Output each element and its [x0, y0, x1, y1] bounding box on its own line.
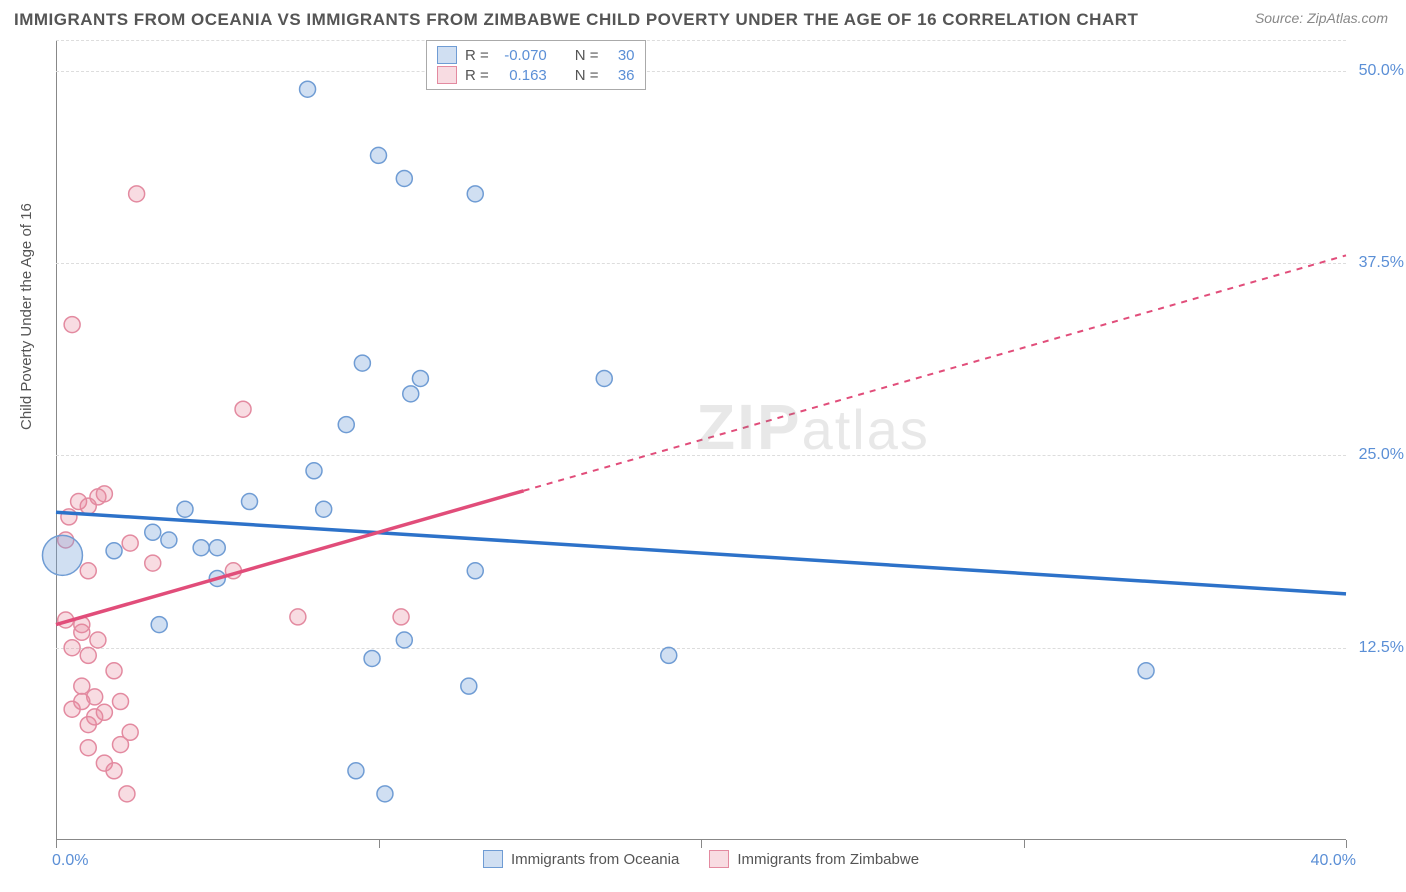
data-point: [80, 563, 96, 579]
data-point: [145, 524, 161, 540]
scatter-plot: [56, 40, 1346, 840]
legend-swatch-oceania-icon: [483, 850, 503, 868]
data-point: [1138, 663, 1154, 679]
legend-label-oceania: Immigrants from Oceania: [511, 851, 679, 868]
y-tick-label: 12.5%: [1359, 639, 1404, 657]
r-label: R =: [465, 47, 489, 64]
data-point: [467, 563, 483, 579]
data-point: [74, 678, 90, 694]
data-point: [467, 186, 483, 202]
data-point: [371, 147, 387, 163]
data-point: [377, 786, 393, 802]
data-point: [661, 647, 677, 663]
data-point: [64, 640, 80, 656]
data-point: [300, 81, 316, 97]
data-point: [96, 704, 112, 720]
data-point: [151, 617, 167, 633]
data-point: [42, 535, 82, 575]
y-tick-label: 50.0%: [1359, 62, 1404, 80]
legend-swatch-oceania: [437, 46, 457, 64]
data-point: [403, 386, 419, 402]
x-tick: [1024, 840, 1025, 848]
n-value-zimbabwe: 36: [607, 67, 635, 84]
data-point: [412, 370, 428, 386]
x-tick: [1346, 840, 1347, 848]
data-point: [106, 663, 122, 679]
chart-title: IMMIGRANTS FROM OCEANIA VS IMMIGRANTS FR…: [14, 10, 1138, 30]
data-point: [106, 763, 122, 779]
legend-stats-box: R = -0.070 N = 30 R = 0.163 N = 36: [426, 40, 646, 90]
legend-stats-row-zimbabwe: R = 0.163 N = 36: [437, 65, 635, 85]
legend-swatch-zimbabwe-icon: [709, 850, 729, 868]
data-point: [106, 543, 122, 559]
data-point: [80, 740, 96, 756]
data-point: [113, 694, 129, 710]
data-point: [145, 555, 161, 571]
source-attribution: Source: ZipAtlas.com: [1255, 10, 1388, 26]
legend-stats-row-oceania: R = -0.070 N = 30: [437, 45, 635, 65]
data-point: [80, 647, 96, 663]
data-point: [306, 463, 322, 479]
n-label: N =: [575, 47, 599, 64]
data-point: [396, 632, 412, 648]
y-tick-label: 25.0%: [1359, 446, 1404, 464]
data-point: [316, 501, 332, 517]
data-point: [119, 786, 135, 802]
data-point: [242, 494, 258, 510]
data-point: [122, 535, 138, 551]
n-label: N =: [575, 67, 599, 84]
data-point: [122, 724, 138, 740]
data-point: [177, 501, 193, 517]
data-point: [161, 532, 177, 548]
r-value-oceania: -0.070: [497, 47, 547, 64]
data-point: [193, 540, 209, 556]
x-tick: [56, 840, 57, 848]
y-axis-label: Child Poverty Under the Age of 16: [18, 203, 35, 430]
r-label: R =: [465, 67, 489, 84]
chart-plot-area: 12.5%25.0%37.5%50.0% ZIPatlas R = -0.070…: [56, 40, 1346, 840]
data-point: [396, 170, 412, 186]
data-point: [96, 486, 112, 502]
data-point: [364, 650, 380, 666]
data-point: [87, 689, 103, 705]
data-point: [235, 401, 251, 417]
n-value-oceania: 30: [607, 47, 635, 64]
legend-item-oceania: Immigrants from Oceania: [483, 850, 679, 868]
x-tick: [701, 840, 702, 848]
data-point: [393, 609, 409, 625]
data-point: [64, 317, 80, 333]
data-point: [354, 355, 370, 371]
data-point: [290, 609, 306, 625]
r-value-zimbabwe: 0.163: [497, 67, 547, 84]
data-point: [209, 540, 225, 556]
legend-item-zimbabwe: Immigrants from Zimbabwe: [709, 850, 919, 868]
data-point: [348, 763, 364, 779]
data-point: [338, 417, 354, 433]
data-point: [90, 632, 106, 648]
legend-label-zimbabwe: Immigrants from Zimbabwe: [737, 851, 919, 868]
y-tick-label: 37.5%: [1359, 254, 1404, 272]
data-point: [461, 678, 477, 694]
data-point: [129, 186, 145, 202]
x-tick: [379, 840, 380, 848]
data-point: [596, 370, 612, 386]
legend-swatch-zimbabwe: [437, 66, 457, 84]
bottom-legend: Immigrants from Oceania Immigrants from …: [56, 850, 1346, 868]
